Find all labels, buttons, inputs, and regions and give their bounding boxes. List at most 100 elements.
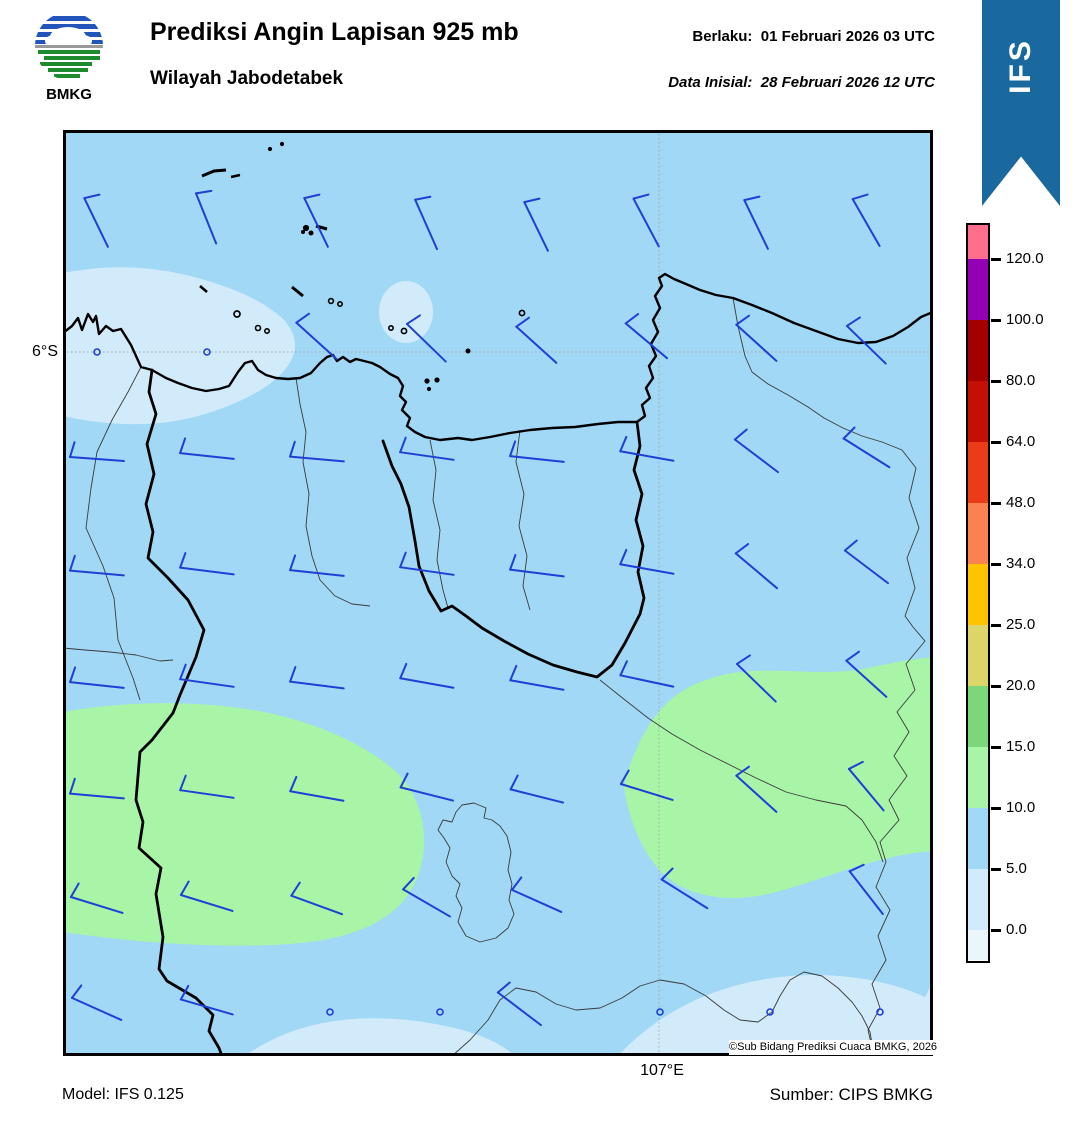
legend-tick-label: 64.0 — [1006, 433, 1036, 450]
admin-boundaries — [63, 297, 926, 1056]
wind-barb — [624, 313, 669, 360]
wind-barb — [733, 428, 779, 474]
wind-barb — [515, 316, 558, 364]
wind-barb — [295, 312, 338, 360]
legend-tick — [991, 868, 1001, 871]
wind-barb — [399, 662, 455, 689]
longitude-label: 107°E — [640, 1062, 684, 1079]
wind-barb — [179, 880, 234, 912]
wind-barb — [734, 543, 779, 590]
legend-tick — [991, 929, 1001, 932]
wind-barb — [509, 440, 565, 463]
init-label: Data Inisial: — [668, 74, 753, 91]
wind-barb — [847, 760, 885, 812]
wind-barb — [619, 769, 674, 801]
legend-tick — [991, 807, 1001, 810]
calm-wind-marker — [766, 1008, 774, 1016]
calm-wind-marker — [93, 348, 101, 356]
wind-barb — [851, 193, 881, 247]
wind-barb — [179, 663, 235, 688]
islands — [199, 141, 526, 392]
province-boundaries — [134, 368, 646, 1056]
wind-barb — [509, 664, 565, 691]
legend-tick-label: 0.0 — [1006, 921, 1027, 938]
wind-barb — [414, 195, 439, 251]
wind-barb — [496, 981, 542, 1027]
wind-barb — [399, 436, 455, 461]
legend-tick-label: 15.0 — [1006, 738, 1036, 755]
wind-barb — [70, 984, 123, 1021]
legend-segment — [968, 442, 988, 503]
legend-segment — [968, 930, 988, 960]
wind-barb — [619, 660, 675, 688]
wind-barb — [660, 867, 709, 910]
valid-time: Berlaku: 01 Februari 2026 03 UTC — [692, 28, 935, 45]
wind-barb — [509, 554, 565, 578]
wind-barb — [735, 654, 777, 703]
map-area — [63, 130, 933, 1056]
wind-barb — [289, 775, 345, 802]
legend-tick — [991, 380, 1001, 383]
wind-barb — [289, 554, 345, 577]
legend-segment — [968, 869, 988, 930]
wind-barb — [510, 876, 563, 913]
legend-tick — [991, 502, 1001, 505]
map-border — [63, 130, 933, 1056]
legend-tick — [991, 563, 1001, 566]
wind-barb — [632, 193, 660, 248]
model-ribbon-label: IFS — [1004, 38, 1037, 94]
wind-barb — [735, 765, 778, 813]
bmkg-logo-icon — [35, 12, 103, 80]
legend-tick — [991, 441, 1001, 444]
page-subtitle: Wilayah Jabodetabek — [150, 68, 344, 89]
wind-barb — [735, 314, 778, 362]
legend-tick — [991, 258, 1001, 261]
legend-segment — [968, 503, 988, 564]
legend-tick-label: 5.0 — [1006, 860, 1027, 877]
data-source: Sumber: CIPS BMKG — [769, 1085, 933, 1104]
legend-tick-label: 80.0 — [1006, 372, 1036, 389]
legend-segment — [968, 808, 988, 869]
calm-wind-marker — [876, 1008, 884, 1016]
valid-label: Berlaku: — [692, 28, 753, 45]
legend-tick-label: 48.0 — [1006, 494, 1036, 511]
wind-barb — [399, 551, 455, 576]
wind-barb — [179, 984, 234, 1016]
initial-time: Data Inisial: 28 Februari 2026 12 UTC — [668, 74, 935, 91]
valid-value: 01 Februari 2026 03 UTC — [760, 28, 935, 45]
wind-barb — [303, 193, 329, 248]
legend-tick-label: 25.0 — [1006, 616, 1036, 633]
bmkg-logo: BMKG — [30, 8, 120, 110]
speed-pale-regions — [63, 267, 933, 1056]
model-ribbon: IFS — [982, 0, 1060, 206]
wind-barb — [290, 881, 344, 916]
wind-barb — [69, 777, 125, 800]
wind-barb — [289, 666, 345, 690]
wind-barb — [845, 316, 887, 365]
latitude-label: 6°S — [32, 343, 58, 360]
wind-barb-layer — [69, 189, 891, 1027]
wind-barb — [523, 197, 549, 252]
wind-barb — [179, 552, 235, 576]
wind-barb — [509, 774, 564, 804]
wind-speed-colorbar — [966, 223, 990, 963]
wind-barb — [619, 435, 675, 462]
legend-tick-label: 100.0 — [1006, 311, 1044, 328]
wind-barb — [842, 426, 891, 469]
wind-barb — [845, 650, 888, 698]
wind-barb — [179, 437, 235, 460]
wind-barb — [289, 440, 345, 463]
wind-barb — [402, 876, 451, 918]
wind-barb — [743, 195, 769, 250]
wind-barb — [69, 554, 125, 577]
calm-wind-marker — [326, 1008, 334, 1016]
wind-barb — [179, 774, 235, 799]
wind-barb — [83, 193, 109, 248]
legend-segment — [968, 747, 988, 808]
legend-tick — [991, 319, 1001, 322]
calm-wind-marker — [203, 348, 211, 356]
legend-segment — [968, 686, 988, 747]
legend-segment — [968, 259, 988, 320]
legend-segment — [968, 381, 988, 442]
